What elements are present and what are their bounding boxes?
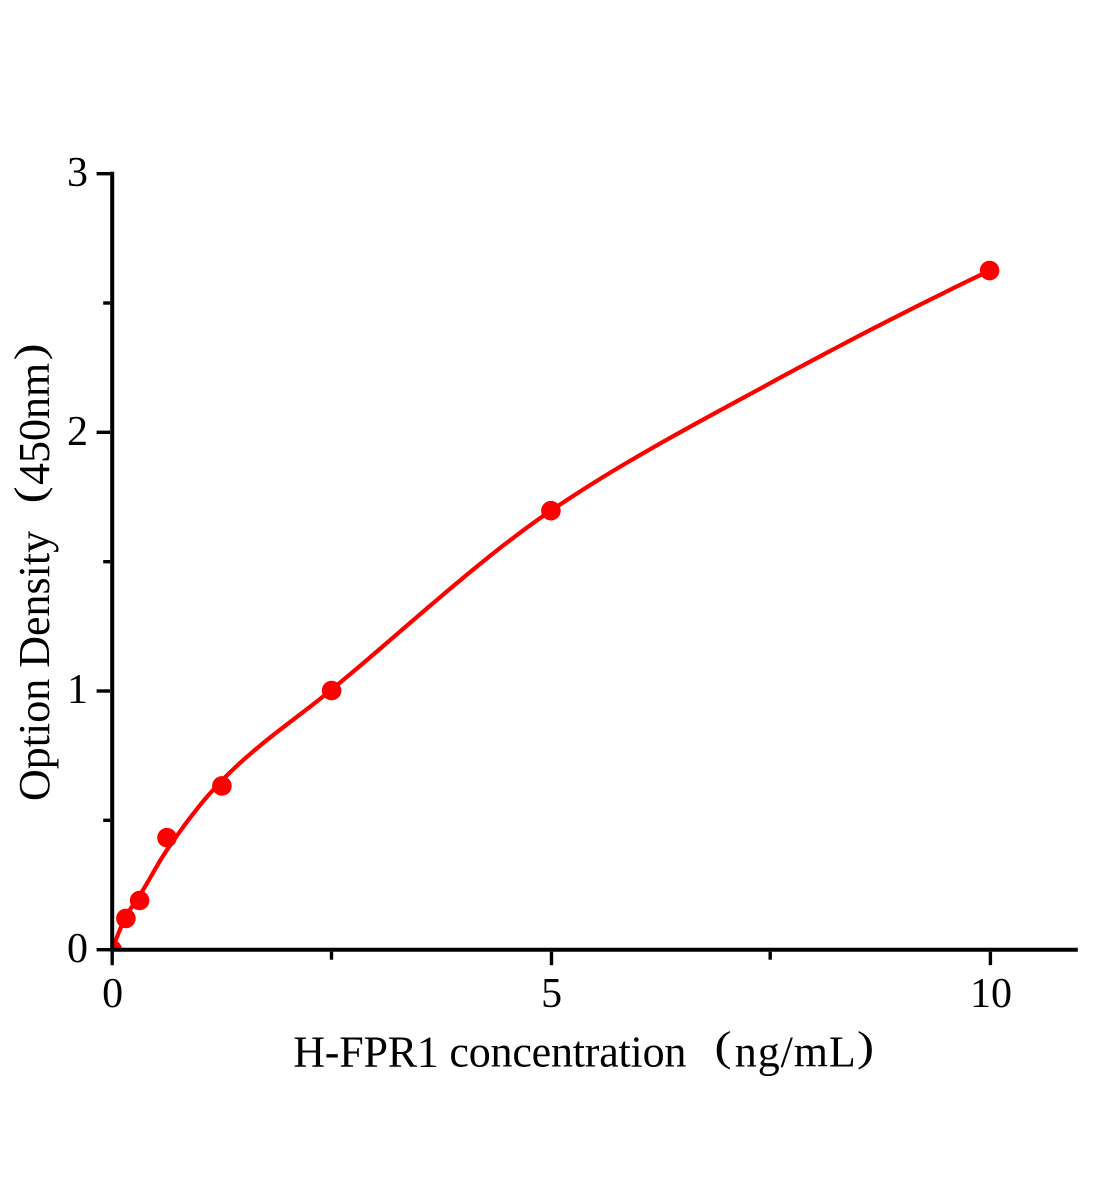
svg-text:): )	[857, 1024, 874, 1071]
svg-text:(: (	[7, 486, 54, 503]
svg-text:1: 1	[67, 667, 88, 713]
svg-text:3: 3	[67, 150, 88, 196]
svg-text:2: 2	[67, 409, 88, 455]
svg-text:450nm: 450nm	[10, 363, 59, 485]
svg-text:Option Density: Option Density	[10, 531, 59, 801]
svg-text:5: 5	[541, 971, 562, 1017]
svg-text:): )	[7, 343, 54, 360]
svg-text:ng/mL: ng/mL	[735, 1028, 857, 1077]
svg-text:H-FPR1 concentration: H-FPR1 concentration	[293, 1028, 686, 1077]
svg-text:10: 10	[970, 971, 1012, 1017]
svg-text:(: (	[715, 1024, 732, 1071]
svg-text:0: 0	[102, 971, 123, 1017]
svg-text:0: 0	[67, 926, 88, 972]
